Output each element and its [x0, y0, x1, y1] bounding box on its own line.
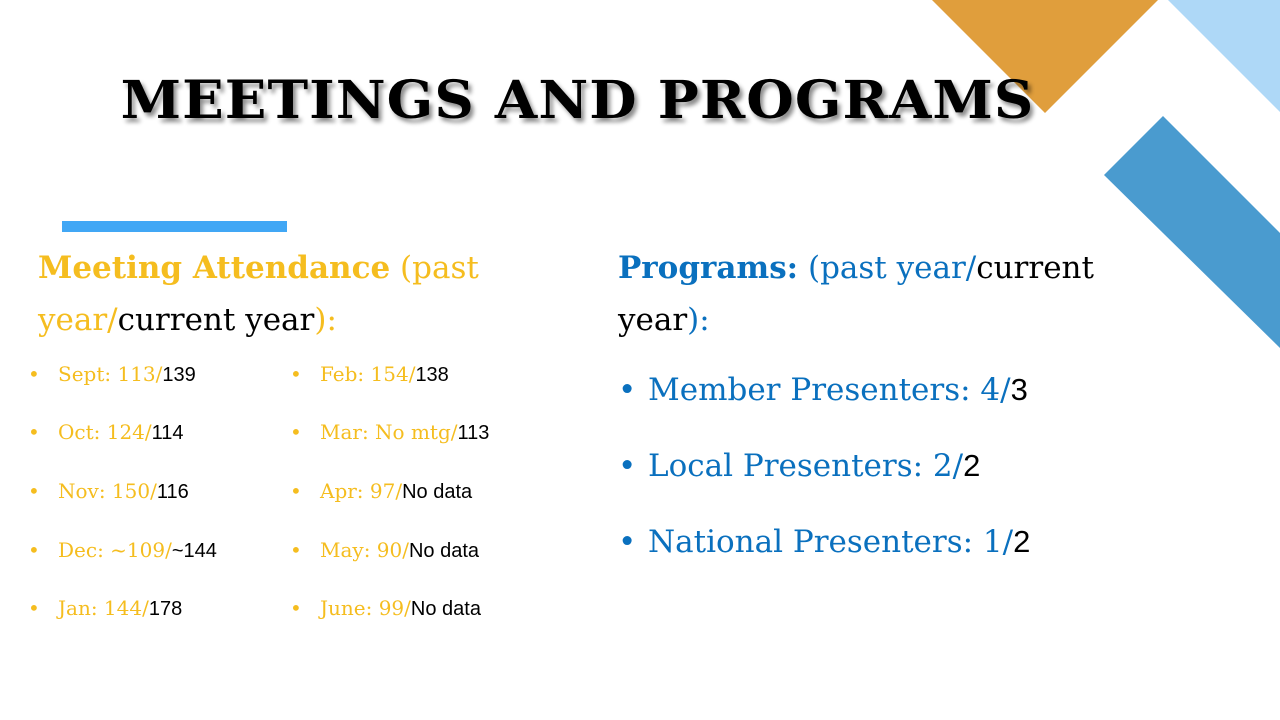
page-title: MEETINGS AND PROGRAMS [120, 70, 1035, 131]
current-value: ~144 [171, 540, 217, 562]
current-value: 114 [151, 422, 184, 444]
orange-triangle [932, 0, 1158, 113]
list-item: • Apr: 97/No data [290, 479, 473, 504]
bullet-icon: • [290, 362, 302, 386]
current-value: 3 [1010, 372, 1028, 407]
current-value: No data [408, 540, 480, 562]
attendance-heading-close: ): [314, 302, 337, 338]
past-value: Nov: 150/ [58, 479, 157, 503]
past-value: Member Presenters: 4/ [648, 372, 1011, 408]
current-value: No data [402, 481, 473, 503]
current-value: 2 [963, 448, 981, 483]
programs-heading-close: ): [687, 302, 710, 338]
attendance-heading-past: (past year/ [38, 250, 479, 338]
past-value: Mar: No mtg/ [320, 420, 458, 444]
list-item: • Jan: 144/178 [28, 596, 183, 621]
current-value: No data [410, 598, 481, 620]
list-item: • Dec: ~109/~144 [28, 538, 217, 563]
accent-bar [62, 221, 287, 232]
past-value: Dec: ~109/ [58, 538, 172, 562]
current-value: 2 [1013, 524, 1031, 559]
bullet-icon: • [290, 596, 302, 620]
bullet-icon: • [28, 479, 40, 503]
bullet-icon: • [28, 420, 40, 444]
past-value: Apr: 97/ [320, 479, 403, 503]
current-value: 113 [457, 422, 490, 444]
past-value: Jan: 144/ [58, 596, 149, 620]
attendance-heading: Meeting Attendance (past year/current ye… [38, 242, 558, 346]
attendance-heading-current: current year [117, 302, 315, 338]
list-item: • June: 99/No data [290, 596, 481, 621]
list-item: • Oct: 124/114 [28, 420, 184, 445]
current-value: 139 [162, 364, 196, 386]
current-value: 138 [415, 364, 449, 386]
attendance-heading-bold: Meeting Attendance [38, 250, 391, 286]
list-item: • May: 90/No data [290, 538, 480, 563]
list-item: • Sept: 113/139 [28, 362, 196, 387]
programs-heading: Programs: (past year/current year): [618, 242, 1138, 346]
bullet-icon: • [28, 596, 40, 620]
bullet-icon: • [28, 538, 40, 562]
programs-heading-past: (past year/ [798, 250, 977, 286]
current-value: 178 [148, 598, 183, 620]
past-value: Feb: 154/ [320, 362, 416, 386]
light-blue-band [1168, 0, 1280, 112]
bullet-icon: • [28, 362, 40, 386]
current-value: 116 [156, 481, 189, 503]
list-item: • Mar: No mtg/113 [290, 420, 490, 445]
bullet-icon: • [618, 372, 637, 408]
bullet-icon: • [618, 448, 637, 484]
list-item: • Nov: 150/116 [28, 479, 189, 504]
bullet-icon: • [290, 420, 302, 444]
blue-band [1104, 116, 1280, 348]
programs-heading-bold: Programs: [618, 250, 799, 286]
bullet-icon: • [290, 538, 302, 562]
past-value: June: 99/ [320, 596, 411, 620]
past-value: May: 90/ [320, 538, 409, 562]
past-value: Local Presenters: 2/ [648, 448, 964, 484]
past-value: Oct: 124/ [58, 420, 152, 444]
bullet-icon: • [618, 524, 637, 560]
past-value: National Presenters: 1/ [648, 524, 1014, 560]
past-value: Sept: 113/ [58, 362, 163, 386]
list-item: • Feb: 154/138 [290, 362, 449, 387]
bullet-icon: • [290, 479, 302, 503]
programs-heading-current: current year [618, 250, 1094, 338]
